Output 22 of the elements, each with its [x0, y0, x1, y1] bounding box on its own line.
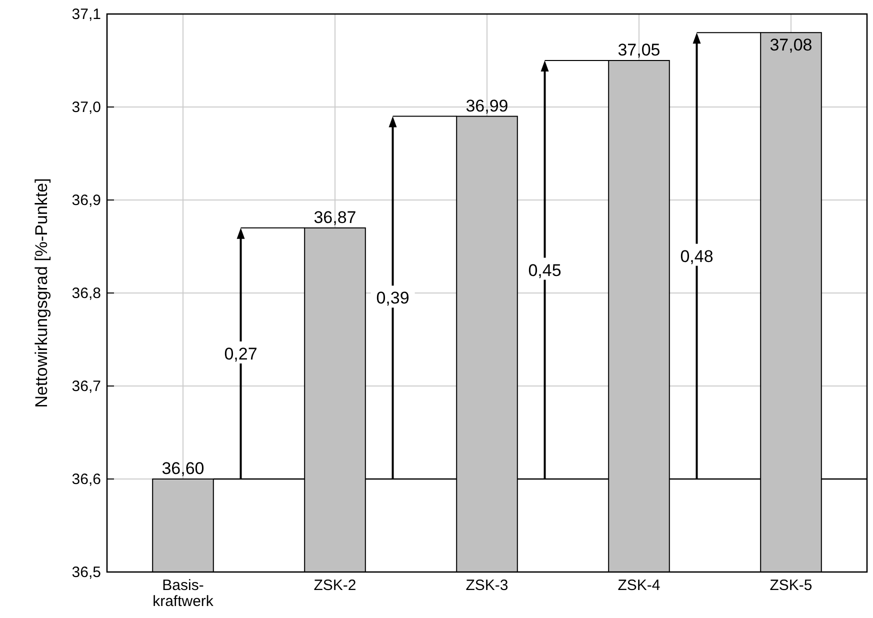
x-tick-label: ZSK-3: [466, 577, 508, 594]
y-axis-title: Nettowirkungsgrad [%-Punkte]: [32, 178, 51, 408]
x-tick-label: ZSK-4: [618, 577, 660, 594]
y-tick-label: 37,1: [72, 6, 101, 23]
y-tick-label: 36,9: [72, 192, 101, 209]
data-label: 36,87: [314, 208, 356, 227]
y-tick-label: 36,6: [72, 471, 101, 488]
annotation: 0,48: [680, 246, 714, 266]
y-tick-label: 36,8: [72, 285, 101, 302]
x-tick-label: ZSK-2: [314, 577, 356, 594]
data-label: 36,99: [466, 96, 508, 116]
data-label: 37,08: [770, 36, 812, 55]
data-label: 36,60: [162, 459, 204, 478]
x-tick-label: Basis- kraftwerk: [152, 577, 214, 610]
y-tick-label: 36,5: [72, 564, 101, 581]
data-label: 37,05: [618, 40, 660, 60]
annotation: 0,39: [376, 288, 410, 308]
annotation: 0,27: [224, 344, 258, 364]
y-tick-label: 36,7: [72, 378, 101, 395]
x-tick-label: ZSK-5: [770, 577, 812, 594]
y-tick-label: 37,0: [72, 99, 101, 116]
annotation: 0,45: [528, 260, 562, 280]
